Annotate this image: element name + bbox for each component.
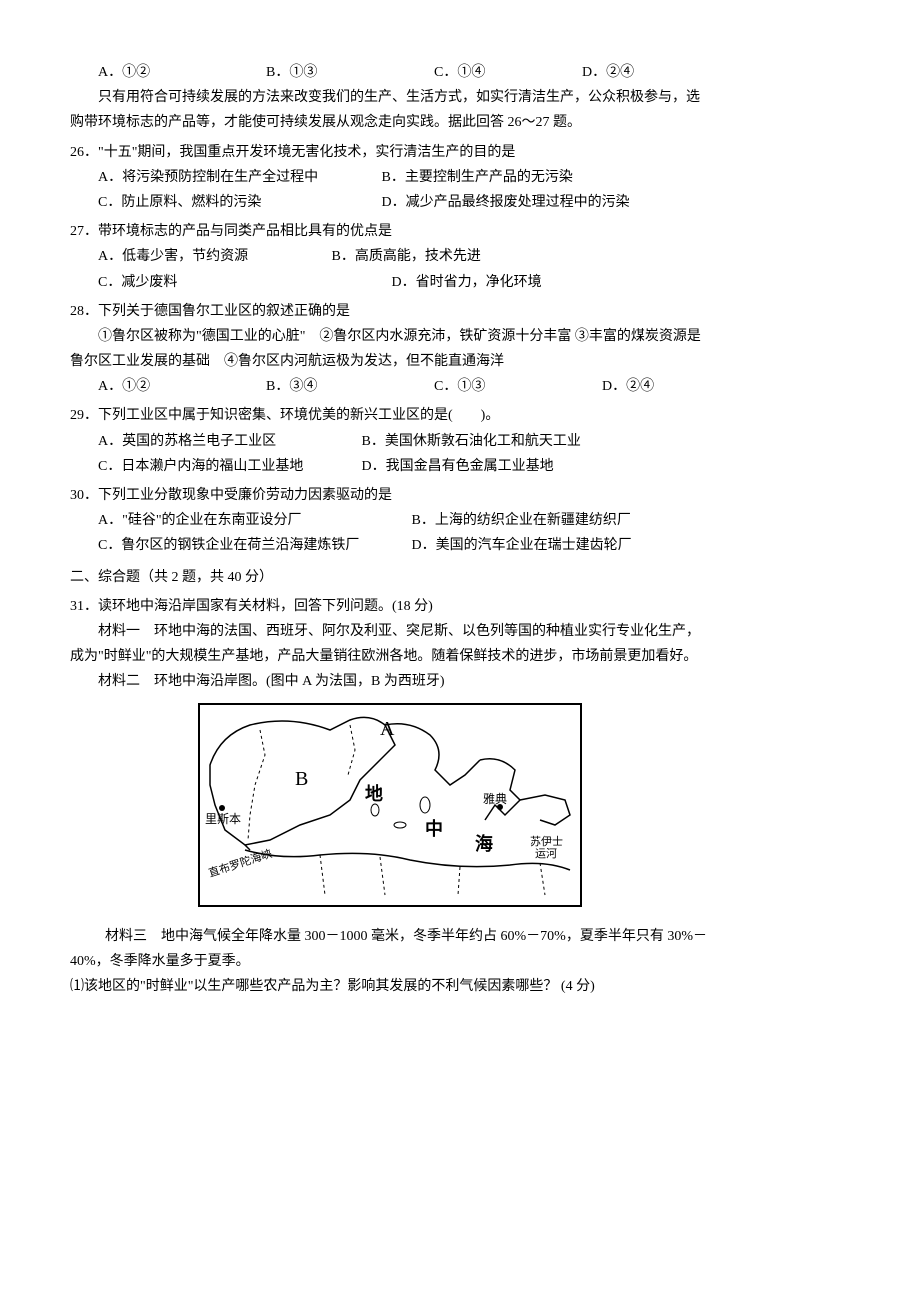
section-2-title: 二、综合题（共 2 题，共 40 分） [70,565,710,590]
q30-opt-a: A．"硅谷"的企业在东南亚设分厂 [98,508,408,533]
q25-opt-d: D．②④ [582,60,634,85]
q26-stem: 26．"十五"期间，我国重点开发环境无害化技术，实行清洁生产的目的是 [70,140,710,165]
q27-opt-c: C．减少废料 [98,270,388,295]
q26-opt-b: B．主要控制生产产品的无污染 [382,170,573,185]
map-label-a: A [380,718,395,740]
map-label-athens: 雅典 [483,791,507,806]
passage-26-27: 只有用符合可持续发展的方法来改变我们的生产、生活方式，如实行清洁生产，公众积极参… [70,85,710,135]
q30-opt-b: B．上海的纺织企业在新疆建纺织厂 [412,513,631,528]
q31-material-2: 材料二 环地中海沿岸图。(图中 A 为法国，B 为西班牙) [70,669,710,694]
q26-opt-d: D．减少产品最终报废处理过程中的污染 [382,195,630,210]
mediterranean-map: A B 里斯本 直布罗陀海峡 地 中 海 雅典 苏伊士 运河 [70,703,710,916]
q26-opt-c: C．防止原料、燃料的污染 [98,190,378,215]
q28-stem: 28．下列关于德国鲁尔工业区的叙述正确的是 [70,299,710,324]
q31-material-1: 材料一 环地中海的法国、西班牙、阿尔及利亚、突尼斯、以色列等国的种植业实行专业化… [70,619,710,669]
q29-opt-c: C．日本濑户内海的福山工业基地 [98,454,358,479]
q25-options: A．①② B．①③ C．①④ D．②④ [70,60,710,85]
map-label-di: 地 [365,783,383,804]
q28-opt-d: D．②④ [602,374,654,399]
q26-options: A．将污染预防控制在生产全过程中 B．主要控制生产产品的无污染 C．防止原料、燃… [70,165,710,215]
q28-body: ①鲁尔区被称为"德国工业的心脏" ②鲁尔区内水源充沛，铁矿资源十分丰富 ③丰富的… [70,324,710,374]
q27-opt-b: B．高质高能，技术先进 [332,249,481,264]
q30-opt-c: C．鲁尔区的钢铁企业在荷兰沿海建炼铁厂 [98,533,408,558]
map-label-zhong: 中 [425,818,443,839]
q29-options: A．英国的苏格兰电子工业区 B．美国休斯敦石油化工和航天工业 C．日本濑户内海的… [70,429,710,479]
q30-options: A．"硅谷"的企业在东南亚设分厂 B．上海的纺织企业在新疆建纺织厂 C．鲁尔区的… [70,508,710,558]
q31-stem: 31．读环地中海沿岸国家有关材料，回答下列问题。(18 分) [70,594,710,619]
q27-opt-d: D．省时省力，净化环境 [392,275,542,290]
q27-options: A．低毒少害，节约资源 B．高质高能，技术先进 C．减少废料 D．省时省力，净化… [70,244,710,294]
q30-opt-d: D．美国的汽车企业在瑞士建齿轮厂 [412,538,632,553]
map-label-lisbon: 里斯本 [205,812,241,826]
q27-opt-a: A．低毒少害，节约资源 [98,244,328,269]
q29-opt-d: D．我国金昌有色金属工业基地 [362,459,554,474]
q28-opt-a: A．①② [98,374,258,399]
q29-opt-b: B．美国休斯敦石油化工和航天工业 [362,434,581,449]
q26-opt-a: A．将污染预防控制在生产全过程中 [98,165,378,190]
q30-stem: 30．下列工业分散现象中受廉价劳动力因素驱动的是 [70,483,710,508]
q28-options: A．①② B．③④ C．①③ D．②④ [70,374,710,399]
q31-sub-1: ⑴该地区的"时鲜业"以生产哪些农产品为主？影响其发展的不利气候因素哪些？ (4 … [70,974,710,999]
map-label-hai: 海 [475,833,493,854]
q28-opt-b: B．③④ [266,374,426,399]
q27-stem: 27．带环境标志的产品与同类产品相比具有的优点是 [70,219,710,244]
map-label-b: B [295,768,308,790]
q29-stem: 29．下列工业区中属于知识密集、环境优美的新兴工业区的是( )。 [70,403,710,428]
q28-opt-c: C．①③ [434,374,594,399]
q31-material-3: 材料三 地中海气候全年降水量 300－1000 毫米，冬季半年约占 60%－70… [70,924,710,974]
q29-opt-a: A．英国的苏格兰电子工业区 [98,429,358,454]
q25-opt-c: C．①④ [434,60,574,85]
q25-opt-a: A．①② [98,60,258,85]
q25-opt-b: B．①③ [266,60,426,85]
